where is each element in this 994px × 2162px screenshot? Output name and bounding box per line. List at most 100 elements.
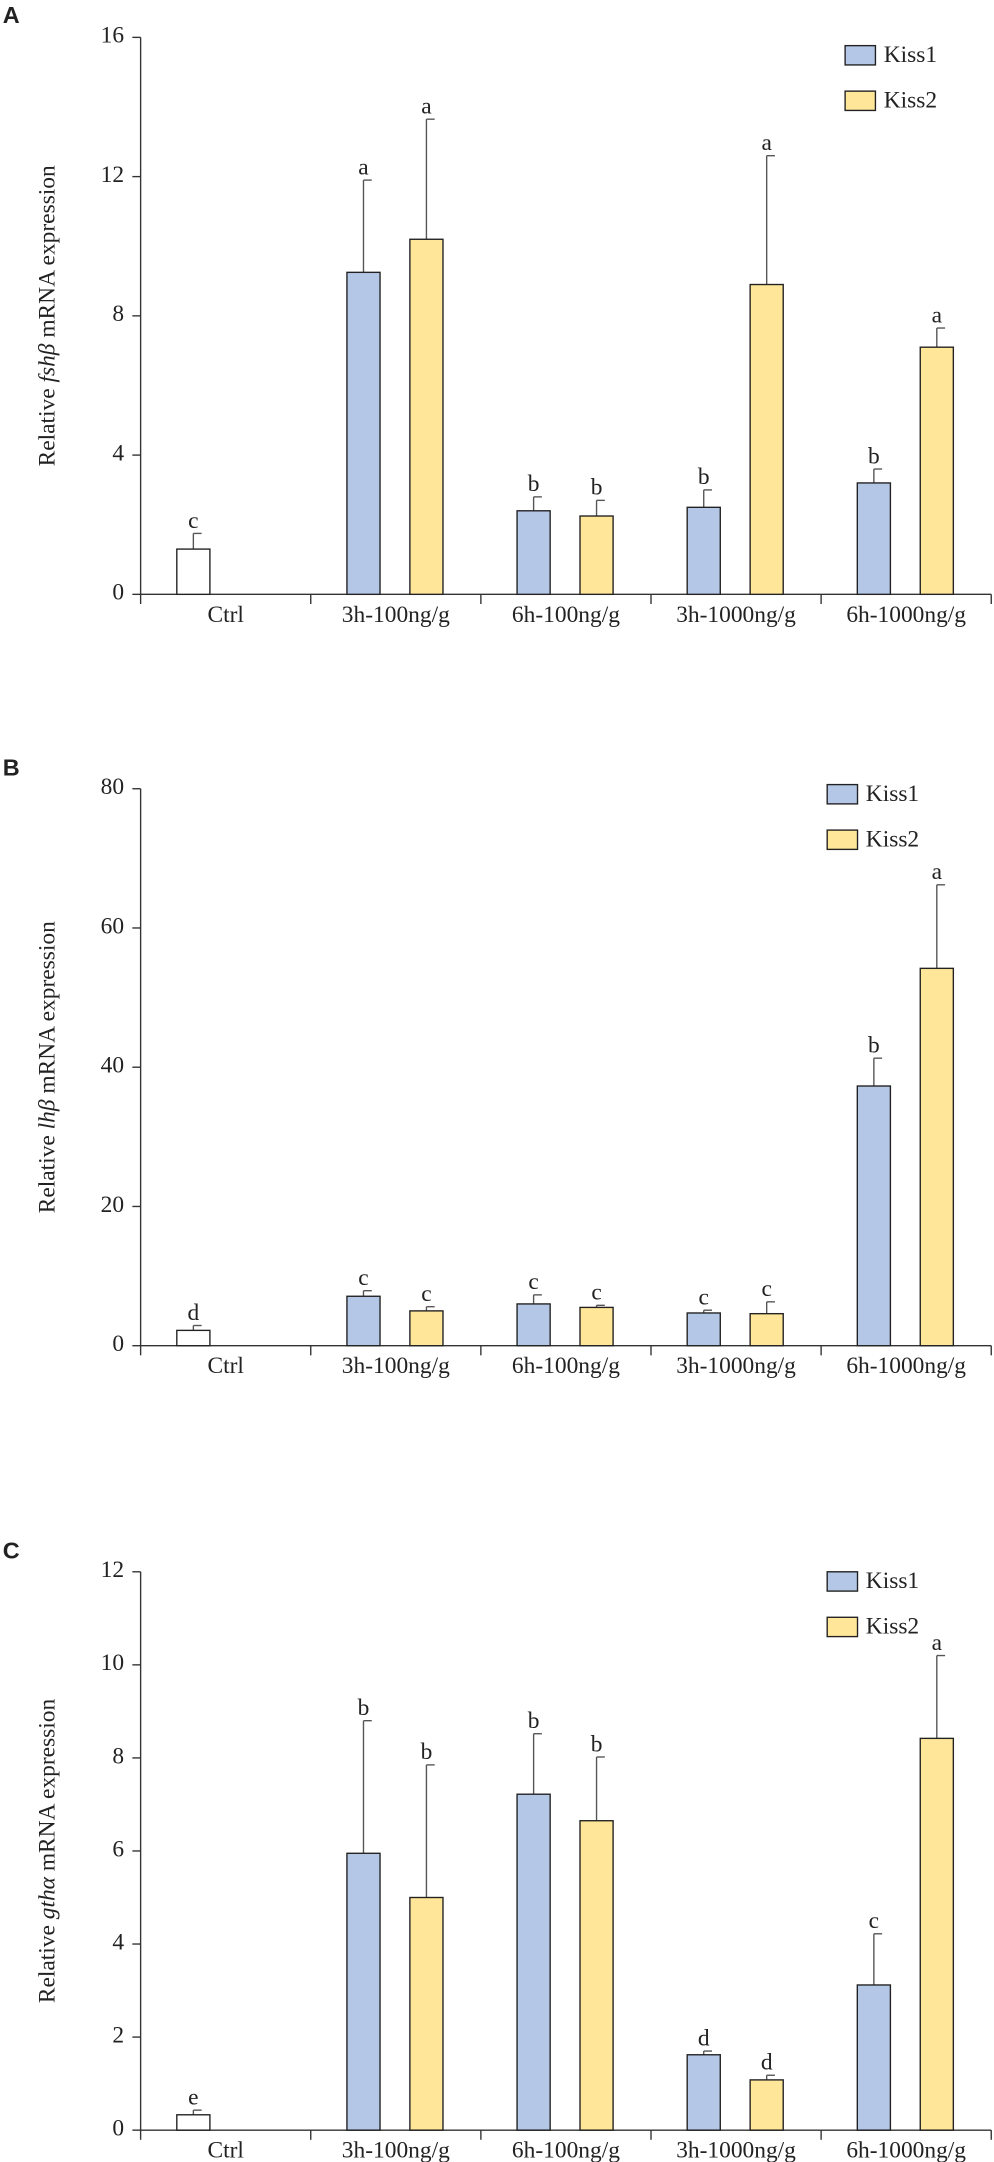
panel-label: B [3,755,20,781]
y-tick-label: 16 [101,23,125,49]
y-tick-label: 8 [112,301,124,327]
y-label-prefix: Relative [35,1129,61,1213]
bar [686,2054,721,2131]
significance-label: a [358,154,369,180]
x-tick-label: Ctrl [207,2138,244,2162]
significance-label: c [421,1281,431,1307]
bar [516,1303,551,1347]
significance-label: a [932,1630,943,1656]
y-label-prefix: Relative [35,1919,61,2003]
y-tick-label: 10 [101,1650,124,1676]
bar [176,2114,211,2131]
x-tick-label: 3h-100ng/g [342,602,450,628]
legend-label: Kiss2 [866,1614,919,1640]
significance-label: b [358,1695,370,1721]
bar [686,1312,721,1347]
significance-label: a [761,130,772,156]
y-tick-label: 12 [101,1557,124,1583]
y-label-prefix: Relative [35,383,61,467]
significance-label: a [421,94,432,120]
bar [749,1312,784,1347]
bar [749,2079,784,2131]
significance-label: b [698,464,710,490]
x-tick-label: 3h-100ng/g [342,2138,450,2162]
significance-label: a [932,302,943,328]
bar [409,1310,444,1347]
bar [176,548,211,596]
bar [856,482,892,596]
significance-label: b [868,1033,880,1059]
legend-label: Kiss1 [866,781,919,807]
significance-label: b [868,443,880,469]
bar [579,515,614,596]
legend-swatch [826,1616,859,1638]
x-tick-label: 3h-1000ng/g [676,602,796,628]
bar [919,1737,955,2131]
bar [346,1852,381,2131]
significance-label: c [699,1285,709,1311]
bar [176,1329,211,1347]
y-tick-label: 60 [101,913,124,939]
significance-label: d [188,1300,200,1326]
y-label-gene: gthα [35,1876,61,1919]
legend-label: Kiss1 [884,42,937,68]
bar [686,506,721,596]
bar [346,1295,381,1347]
y-tick-label: 4 [112,1929,124,1955]
x-tick-label: Ctrl [207,1353,244,1379]
x-tick-label: 6h-1000ng/g [846,2138,966,2162]
bar [409,238,444,596]
y-tick-label: 12 [101,162,124,188]
x-tick-label: Ctrl [207,602,244,628]
y-label-gene: fshβ [35,343,61,382]
y-tick-label: 0 [112,2116,124,2142]
significance-label: b [591,475,603,501]
bar [579,1306,614,1347]
bar [856,1085,892,1347]
legend-label: Kiss1 [866,1568,919,1594]
bar [579,1820,614,2131]
significance-label: c [358,1265,368,1291]
y-label-suffix: mRNA expression [35,921,61,1100]
significance-label: d [761,2050,773,2076]
bar [409,1896,444,2131]
x-tick-label: 6h-100ng/g [512,2138,620,2162]
y-axis-label: Relative lhβ mRNA expression [35,921,61,1213]
significance-label: b [528,1708,540,1734]
significance-label: c [591,1280,601,1306]
y-tick-label: 0 [112,1331,124,1357]
y-tick-label: 40 [101,1053,124,1079]
significance-label: b [528,471,540,497]
y-label-suffix: mRNA expression [35,165,61,344]
bar [919,346,955,596]
significance-label: c [188,508,198,534]
bar [516,510,551,596]
legend-label: Kiss2 [884,88,937,114]
significance-label: b [421,1739,433,1765]
y-axis-label: Relative fshβ mRNA expression [35,165,61,466]
significance-label: c [761,1276,771,1302]
bar [919,967,955,1347]
legend-swatch [844,44,877,66]
significance-label: e [188,2084,198,2110]
x-tick-label: 3h-1000ng/g [676,1353,796,1379]
y-tick-label: 6 [112,1836,124,1862]
x-tick-label: 6h-100ng/g [512,602,620,628]
significance-label: d [698,2025,710,2051]
y-tick-label: 80 [101,774,124,800]
legend-swatch [844,90,877,112]
legend-label: Kiss2 [866,826,919,852]
x-tick-label: 3h-1000ng/g [676,2138,796,2162]
bar [516,1793,551,2131]
legend-swatch [826,783,859,805]
y-tick-label: 0 [112,580,124,606]
x-tick-label: 6h-1000ng/g [846,1353,966,1379]
y-tick-label: 8 [112,1743,124,1769]
panel-label: A [3,2,20,28]
y-label-gene: lhβ [35,1099,61,1129]
significance-label: b [591,1731,603,1757]
y-tick-label: 20 [101,1192,124,1218]
bar [856,1984,892,2131]
y-label-suffix: mRNA expression [35,1698,61,1877]
y-axis-label: Relative gthα mRNA expression [35,1698,61,2003]
